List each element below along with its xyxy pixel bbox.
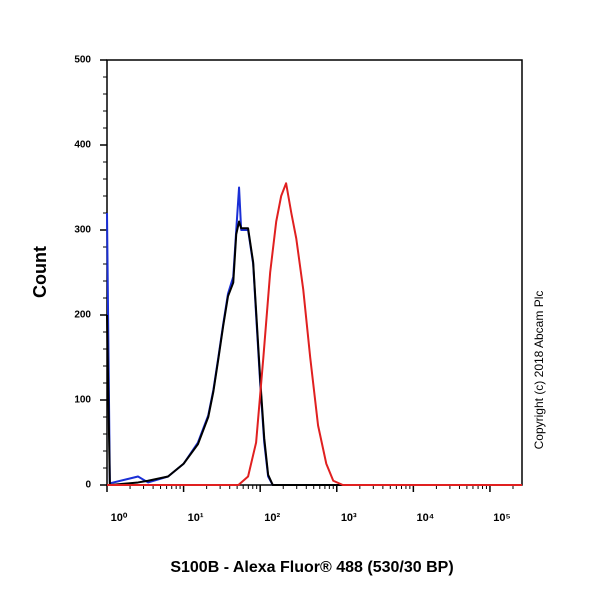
x-tick-label: 10⁰ [111,512,128,524]
y-tick-label: 200 [74,310,91,321]
y-tick-label: 400 [74,140,91,151]
y-tick-label: 500 [74,55,91,66]
histogram-line [106,220,522,486]
x-tick-label: 10² [264,512,280,524]
histogram-line [107,182,522,486]
y-tick-label: 0 [85,480,91,491]
y-tick-label: 300 [74,225,91,236]
x-tick-label: 10¹ [188,512,204,524]
copyright: Copyright (c) 2018 Abcam Plc [532,291,546,450]
y-axis-label: Count [30,246,50,298]
y-tick-label: 100 [74,395,91,406]
x-axis-label: S100B - Alexa Fluor® 488 (530/30 BP) [170,559,453,576]
x-tick-label: 10⁴ [417,512,435,524]
histogram-line [106,186,522,486]
plot-frame [106,59,523,486]
x-tick-label: 10⁵ [493,512,510,524]
x-tick-label: 10³ [341,512,357,524]
